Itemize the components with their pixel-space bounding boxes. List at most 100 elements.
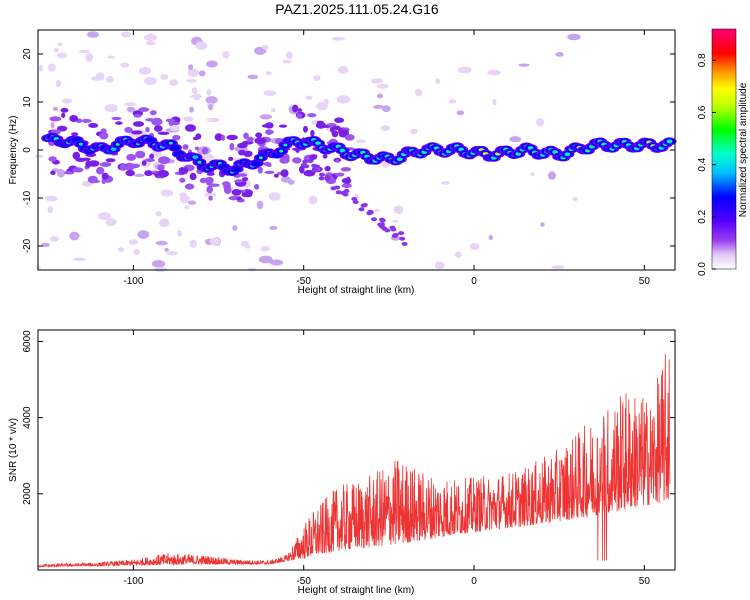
noise-blob xyxy=(265,71,272,76)
signal-blob xyxy=(391,234,398,238)
x-tick-label: -50 xyxy=(296,576,311,587)
signal-blob xyxy=(257,166,263,174)
signal-blob xyxy=(88,123,99,128)
x-tick-label: -50 xyxy=(296,276,311,287)
signal-blob xyxy=(135,150,146,159)
signal-blob xyxy=(390,227,397,232)
signal-blob xyxy=(295,160,300,164)
signal-blob xyxy=(243,132,249,139)
noise-blob xyxy=(371,78,383,84)
signal-blob xyxy=(189,172,197,181)
signal-blob xyxy=(330,186,337,191)
x-tick-label: 50 xyxy=(639,276,651,287)
signal-blob xyxy=(228,156,234,161)
noise-blob xyxy=(336,95,351,104)
noise-blob xyxy=(313,75,321,81)
x-tick-label: 50 xyxy=(639,576,651,587)
y-tick-label: 6000 xyxy=(22,330,33,353)
signal-blob xyxy=(144,170,153,177)
signal-blob xyxy=(115,121,123,125)
signal-blob xyxy=(133,113,142,118)
ridge-blob xyxy=(78,142,83,146)
signal-blob xyxy=(82,118,89,123)
signal-blob xyxy=(322,154,328,159)
signal-blob xyxy=(315,122,327,129)
signal-blob xyxy=(214,133,223,141)
snr-line xyxy=(37,353,671,568)
noise-blob xyxy=(189,239,197,248)
noise-blob xyxy=(380,125,391,131)
noise-blob xyxy=(204,192,217,198)
noise-blob xyxy=(133,249,141,255)
signal-blob xyxy=(105,158,116,163)
noise-blob xyxy=(189,106,194,113)
snr-frame xyxy=(37,329,676,571)
noise-blob xyxy=(73,257,87,261)
signal-blob xyxy=(265,122,274,129)
signal-blob xyxy=(241,192,253,198)
signal-blob xyxy=(182,144,189,150)
noise-blob xyxy=(187,68,199,77)
signal-blob xyxy=(72,167,84,173)
signal-blob xyxy=(141,160,147,166)
signal-blob xyxy=(399,236,406,241)
x-tick-label: 0 xyxy=(471,576,477,587)
signal-blob xyxy=(335,190,342,195)
signal-blob xyxy=(48,156,57,162)
y-tick-label: -20 xyxy=(22,238,33,253)
signal-blob xyxy=(234,179,244,183)
noise-blob xyxy=(247,267,257,272)
signal-blob xyxy=(72,151,81,160)
signal-blob xyxy=(332,125,341,131)
signal-blob xyxy=(384,228,391,233)
signal-blob xyxy=(236,196,242,201)
noise-blob xyxy=(269,259,284,266)
noise-blob xyxy=(85,52,94,62)
signal-blob xyxy=(303,125,308,133)
noise-blob xyxy=(179,195,190,204)
noise-blob xyxy=(188,200,197,205)
noise-blob xyxy=(205,96,218,104)
signal-blob xyxy=(221,134,226,141)
signal-blob xyxy=(324,175,331,180)
noise-blob xyxy=(155,211,162,217)
signal-blob xyxy=(242,177,249,182)
signal-blob xyxy=(99,162,112,167)
ridge-blob xyxy=(565,152,570,156)
signal-blob xyxy=(208,195,213,201)
signal-blob xyxy=(126,153,136,161)
noise-blob xyxy=(123,102,137,106)
spectrogram-y-label: Frequency (Hz) xyxy=(8,116,19,185)
signal-blob xyxy=(149,110,157,116)
ridge-blob xyxy=(251,160,262,167)
signal-blob xyxy=(340,167,352,172)
noise-blob xyxy=(169,125,180,132)
signal-blob xyxy=(199,177,207,184)
noise-blob xyxy=(206,89,212,96)
signal-blob xyxy=(168,120,174,126)
noise-blob xyxy=(280,176,292,183)
signal-blob xyxy=(379,218,386,223)
ridge-blob xyxy=(340,149,345,153)
noise-blob xyxy=(166,251,178,256)
noise-blob xyxy=(55,79,62,88)
noise-blob xyxy=(188,64,194,71)
noise-blob xyxy=(120,31,132,38)
signal-blob xyxy=(360,203,367,208)
noise-blob xyxy=(331,36,346,41)
signal-blob xyxy=(69,115,79,122)
ridge-blob xyxy=(197,160,202,164)
noise-blob xyxy=(305,95,313,101)
signal-blob xyxy=(145,126,150,133)
noise-blob xyxy=(316,101,328,111)
signal-blob xyxy=(296,113,303,119)
noise-blob xyxy=(128,239,138,245)
noise-blob xyxy=(567,33,581,41)
spectrogram-x-axis: -100 -50 0 50 xyxy=(123,30,650,287)
figure-title: PAZ1.2025.111.05.24.G16 xyxy=(275,1,439,17)
noise-blob xyxy=(376,83,389,89)
signal-blob xyxy=(246,136,254,142)
noise-blob xyxy=(540,222,545,227)
snr-panel: -100 -50 0 50 2000 4000 6000 Height of straig… xyxy=(8,329,676,596)
ridge-blob xyxy=(459,148,464,151)
